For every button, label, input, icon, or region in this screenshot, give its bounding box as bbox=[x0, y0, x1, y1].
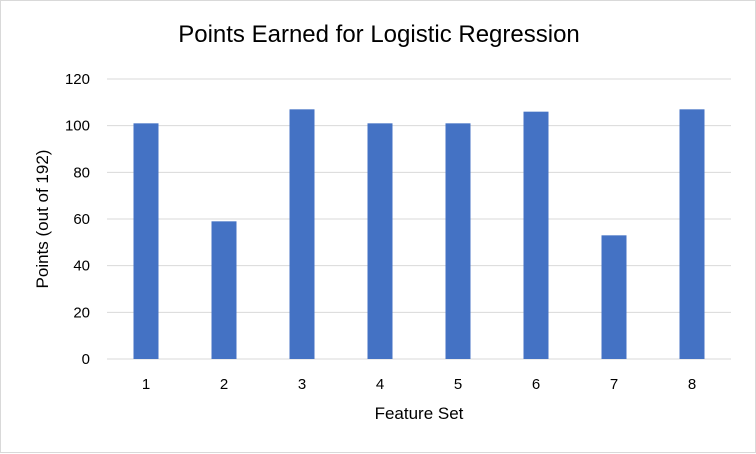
y-axis-title: Points (out of 192) bbox=[33, 150, 52, 289]
y-tick-label: 60 bbox=[73, 211, 90, 228]
bar-1 bbox=[133, 123, 159, 359]
bar-8 bbox=[679, 109, 705, 359]
bar-6 bbox=[523, 111, 549, 360]
bar-5 bbox=[445, 123, 471, 359]
chart-title: Points Earned for Logistic Regression bbox=[178, 21, 580, 48]
x-tick-label: 2 bbox=[220, 376, 228, 393]
x-tick-label: 7 bbox=[610, 376, 618, 393]
x-tick-label: 1 bbox=[142, 376, 150, 393]
bars bbox=[133, 109, 705, 360]
bar-4 bbox=[367, 123, 393, 359]
y-tick-label: 120 bbox=[65, 71, 90, 88]
x-tick-label: 4 bbox=[376, 376, 384, 393]
x-axis-title: Feature Set bbox=[375, 404, 464, 423]
y-tick-label: 100 bbox=[65, 118, 90, 135]
y-tick-label: 0 bbox=[82, 351, 90, 368]
x-tick-label: 6 bbox=[532, 376, 540, 393]
gridlines bbox=[107, 78, 731, 360]
bar-2 bbox=[211, 221, 237, 359]
bar-3 bbox=[289, 109, 315, 359]
x-tick-label: 8 bbox=[688, 376, 696, 393]
y-axis-ticks: 0 20 40 60 80 100 120 bbox=[65, 71, 90, 368]
x-axis-ticks: 1 2 3 4 5 6 7 8 bbox=[142, 376, 696, 393]
bar-7 bbox=[601, 235, 627, 359]
y-tick-label: 80 bbox=[73, 164, 90, 181]
y-tick-label: 20 bbox=[73, 304, 90, 321]
y-tick-label: 40 bbox=[73, 258, 90, 275]
x-tick-label: 5 bbox=[454, 376, 462, 393]
x-tick-label: 3 bbox=[298, 376, 306, 393]
